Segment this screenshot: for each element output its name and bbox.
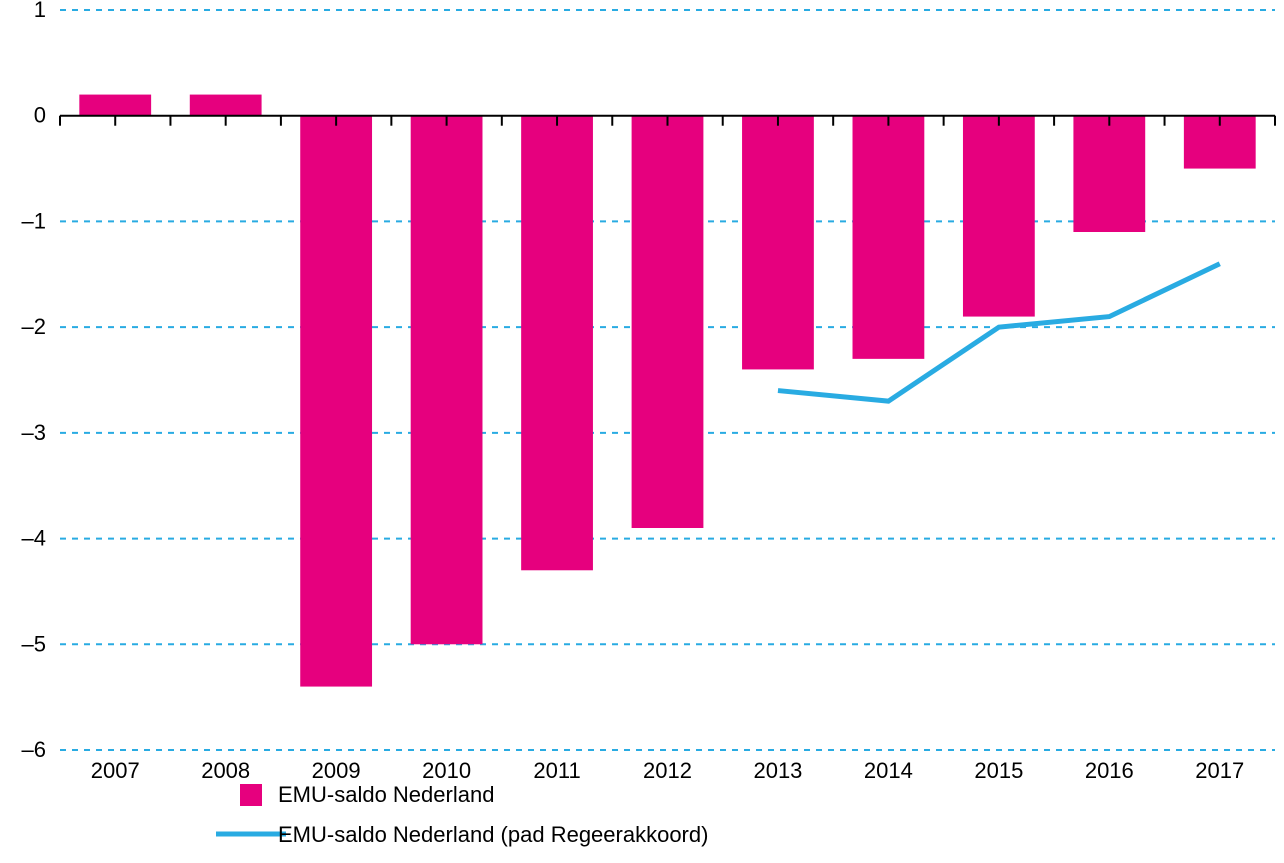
bar [742, 116, 814, 370]
bar [1073, 116, 1145, 232]
y-tick-label: –3 [22, 420, 46, 445]
x-tick-label: 2015 [974, 758, 1023, 783]
bar [521, 116, 593, 571]
bar [79, 95, 151, 116]
legend-label: EMU-saldo Nederland (pad Regeerakkoord) [278, 822, 708, 847]
x-tick-label: 2014 [864, 758, 913, 783]
x-tick-label: 2016 [1085, 758, 1134, 783]
emu-saldo-chart: 1 0 –1 –2 –3 –4 –5 –6 2007 2008 2009 2010 2011 2012 20… [0, 0, 1284, 863]
x-tick-label: 2017 [1195, 758, 1244, 783]
x-tick-label: 2009 [312, 758, 361, 783]
x-tick-label: 2012 [643, 758, 692, 783]
y-tick-label: –2 [22, 314, 46, 339]
legend-label: EMU-saldo Nederland [278, 782, 494, 807]
bar [411, 116, 483, 645]
bar [632, 116, 704, 528]
y-tick-label: –4 [22, 526, 46, 551]
x-tick-label: 2010 [422, 758, 471, 783]
legend-swatch-bar [240, 784, 262, 806]
x-tick-label: 2011 [533, 758, 580, 783]
x-tick-label: 2013 [753, 758, 802, 783]
x-tick-label: 2007 [91, 758, 140, 783]
bar [963, 116, 1035, 317]
y-tick-label: 0 [34, 103, 46, 128]
y-tick-label: 1 [34, 0, 46, 22]
x-tick-label: 2008 [201, 758, 250, 783]
bar [300, 116, 372, 687]
y-tick-label: –1 [22, 208, 46, 233]
chart-svg: 1 0 –1 –2 –3 –4 –5 –6 2007 2008 2009 2010 2011 2012 20… [0, 0, 1284, 863]
y-tick-label: –6 [22, 737, 46, 762]
y-tick-label: –5 [22, 631, 46, 656]
bar [190, 95, 262, 116]
bar [853, 116, 925, 359]
